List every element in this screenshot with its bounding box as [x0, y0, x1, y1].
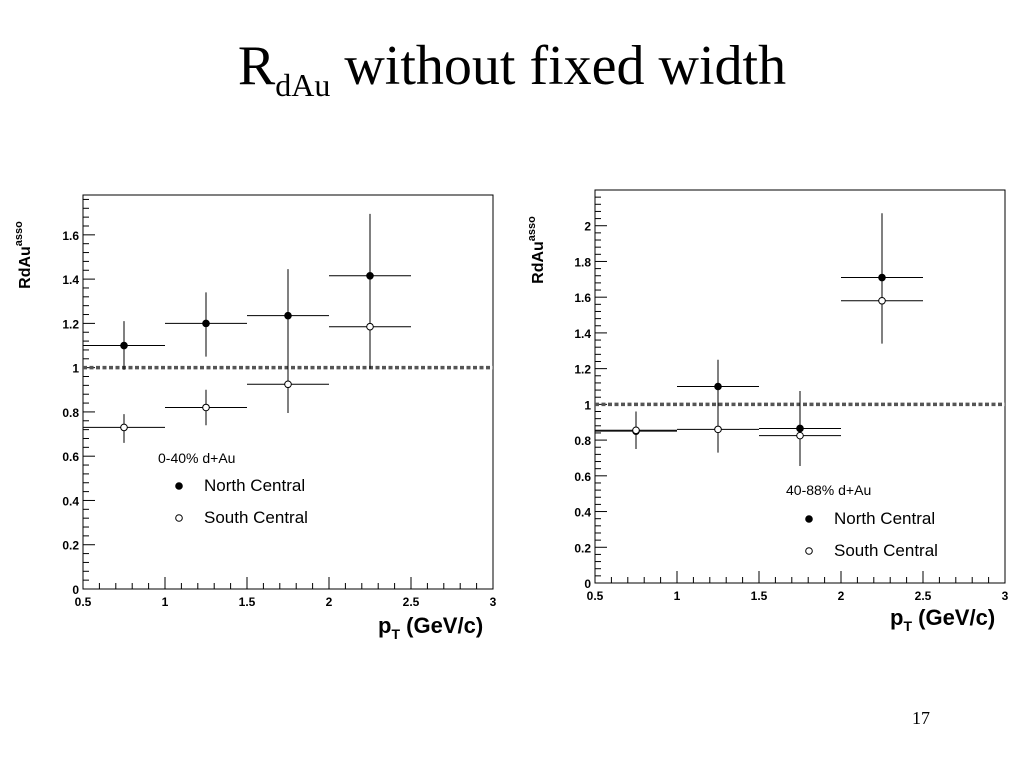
x-tick-label: 3 — [490, 595, 497, 609]
legend-marker — [805, 547, 813, 555]
y-tick-label: 0.4 — [574, 506, 591, 520]
y-tick-label: 1.8 — [574, 255, 591, 269]
south-central-point — [202, 403, 210, 412]
y-tick-label: 0.8 — [62, 406, 79, 420]
north-central-point — [714, 382, 722, 391]
x-axis-label: pT (GeV/c) — [890, 605, 995, 634]
y-axis-label: RdAuasso — [526, 216, 547, 284]
legend-label: South Central — [834, 541, 938, 560]
north-central-point — [120, 341, 128, 350]
centrality-label: 0-40% d+Au — [158, 450, 235, 466]
legend-label: North Central — [834, 509, 935, 528]
y-tick-label: 0.2 — [62, 539, 79, 553]
plot-frame — [594, 189, 1006, 584]
y-tick-label: 1 — [72, 362, 79, 376]
y-tick-label: 0.8 — [574, 434, 591, 448]
page-number: 17 — [912, 708, 930, 728]
x-tick-label: 0.5 — [75, 595, 92, 609]
y-tick-label: 1.2 — [574, 363, 591, 377]
x-tick-label: 3 — [1002, 589, 1009, 603]
x-axis-label: pT (GeV/c) — [378, 613, 483, 642]
chart-panel-2: 0.5 1 1.5 2 2.5 3 0 0.2 0.4 0.6 0.8 1 1.2 1.4 1.6 1.8 2 4… — [526, 189, 1009, 634]
x-tick-label: 1.5 — [239, 595, 256, 609]
north-central-point — [284, 311, 292, 320]
y-tick-label: 1.4 — [574, 327, 591, 341]
y-tick-label: 0.2 — [574, 541, 591, 555]
legend-label: North Central — [204, 476, 305, 495]
x-tick-label: 2 — [326, 595, 333, 609]
chart-panel-1: 0.5 1 1.5 2 2.5 3 0 0.2 0.4 0.6 0.8 1 1.2 1.4 1.6 0-40%… — [13, 194, 497, 642]
south-central-point — [878, 296, 886, 305]
x-tick-label: 2.5 — [403, 595, 420, 609]
plot-frame — [82, 194, 494, 590]
y-tick-label: 2 — [584, 220, 591, 234]
title-subscript: dAu — [275, 67, 331, 103]
slide-title: RdAu without fixed width — [0, 38, 1024, 101]
x-tick-label: 2.5 — [915, 589, 932, 603]
centrality-label: 40-88% d+Au — [786, 482, 871, 498]
y-tick-label: 0.6 — [574, 470, 591, 484]
y-tick-label: 0 — [72, 583, 79, 597]
legend-label: South Central — [204, 508, 308, 527]
legend-marker — [175, 482, 183, 490]
x-tick-label: 1.5 — [751, 589, 768, 603]
y-tick-label: 0.4 — [62, 494, 79, 508]
south-central-point — [120, 423, 128, 432]
x-tick-label: 2 — [838, 589, 845, 603]
south-central-point — [796, 431, 804, 440]
x-tick-label: 0.5 — [587, 589, 604, 603]
legend-marker — [175, 514, 183, 522]
legend-marker — [805, 515, 813, 523]
y-tick-label: 0.6 — [62, 450, 79, 464]
y-tick-label: 1 — [584, 398, 591, 412]
y-tick-label: 1.6 — [62, 229, 79, 243]
y-tick-label: 0 — [584, 577, 591, 591]
title-main: R — [237, 35, 276, 97]
north-central-point — [202, 319, 210, 328]
title-rest: without fixed width — [344, 35, 787, 97]
south-central-point — [714, 425, 722, 434]
south-central-point — [632, 426, 640, 435]
x-tick-label: 1 — [674, 589, 681, 603]
north-central-point — [366, 271, 374, 280]
x-tick-label: 1 — [162, 595, 169, 609]
y-tick-label: 1.2 — [62, 317, 79, 331]
y-tick-label: 1.6 — [574, 291, 591, 305]
south-central-point — [366, 322, 374, 331]
y-axis-label: RdAuasso — [13, 221, 34, 289]
y-tick-label: 1.4 — [62, 273, 79, 287]
south-central-point — [284, 380, 292, 389]
